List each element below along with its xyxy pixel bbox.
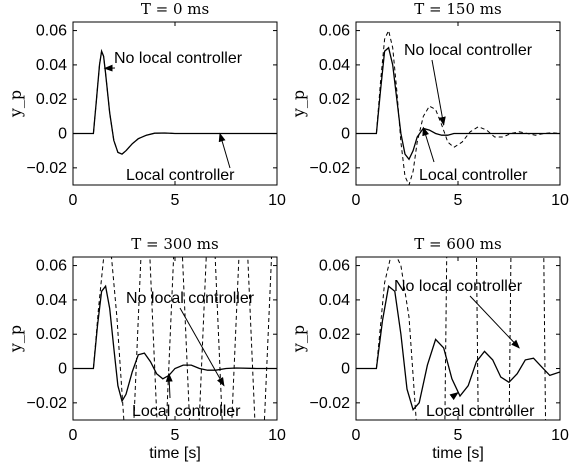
x-axis-label: time [s]: [432, 445, 484, 462]
annotation-arrow: [422, 126, 435, 163]
axes-frame: [72, 256, 278, 421]
y-tick-label: 0.06: [36, 23, 67, 40]
x-axis-label: time [s]: [149, 445, 201, 462]
y-tick-label: 0.04: [36, 57, 67, 74]
y-tick-label: 0.02: [319, 91, 350, 108]
y-tick-label: −0.02: [310, 395, 351, 412]
y-tick-label: 0.02: [36, 91, 67, 108]
annotation-label: No local controller: [404, 42, 533, 59]
y-tick-label: 0.04: [319, 57, 350, 74]
y-axis-label: y_p: [289, 90, 308, 118]
axes-frame: [72, 21, 278, 186]
y-tick-label: 0.06: [319, 258, 350, 275]
y-tick-label: 0: [341, 361, 350, 378]
x-tick-label: 5: [171, 192, 180, 209]
x-tick-label: 0: [352, 427, 361, 444]
y-axis-label: y_p: [6, 325, 25, 353]
y-tick-label: −0.02: [27, 160, 68, 177]
y-tick-label: 0.02: [36, 326, 67, 343]
x-tick-label: 5: [454, 427, 463, 444]
panel-title: T = 300 ms: [131, 235, 218, 253]
x-tick-label: 0: [69, 427, 78, 444]
series-line-local-controller: [73, 48, 277, 155]
y-tick-label: 0.02: [319, 326, 350, 343]
annotation-arrow: [218, 132, 231, 169]
annotation-arrow: [431, 59, 446, 126]
y-tick-label: 0.06: [36, 258, 67, 275]
annotation-arrow: [469, 295, 520, 349]
annotation-label: Local controller: [426, 403, 535, 420]
x-tick-label: 10: [551, 192, 569, 209]
annotation-label: No local controller: [114, 50, 243, 67]
y-axis-label: y_p: [289, 325, 308, 353]
panel-2: 0.060.040.020−0.020 5 10T = 150 msy_pNo lo…: [289, 0, 569, 209]
x-tick-label: 10: [551, 427, 569, 444]
series-line-local-controller: [73, 284, 277, 403]
annotation-label: Local controller: [419, 167, 528, 184]
x-tick-label: 0: [352, 192, 361, 209]
series-line-local-controller: [356, 46, 560, 161]
y-tick-label: −0.02: [310, 160, 351, 177]
panel-1: 0.060.040.020−0.020 5 10T = 0 msy_pNo loca…: [6, 0, 286, 209]
x-tick-label: 5: [171, 427, 180, 444]
annotation-label: Local controller: [132, 403, 241, 420]
annotation-label: No local controller: [126, 290, 255, 307]
annotation-label: No local controller: [394, 278, 523, 295]
annotation-arrow: [179, 307, 225, 387]
annotation-arrow: [449, 391, 459, 401]
x-tick-label: 5: [454, 192, 463, 209]
y-tick-label: 0.04: [36, 292, 67, 309]
y-axis-label: y_p: [6, 90, 25, 118]
x-tick-label: 0: [69, 192, 78, 209]
annotation-arrow: [165, 372, 173, 399]
y-tick-label: 0: [58, 361, 67, 378]
panel-title: T = 0 ms: [141, 0, 209, 18]
y-tick-label: −0.02: [27, 395, 68, 412]
panel-4: 0.060.040.020−0.020 5 10T = 600 msy_ptime …: [289, 235, 569, 462]
panel-title: T = 600 ms: [414, 235, 501, 253]
panel-3: 0.060.040.020−0.020 5 10T = 300 msy_ptime …: [6, 235, 286, 462]
x-tick-label: 10: [268, 427, 286, 444]
x-tick-label: 10: [268, 192, 286, 209]
y-tick-label: 0.04: [319, 292, 350, 309]
y-tick-label: 0.06: [319, 23, 350, 40]
y-tick-label: 0: [341, 126, 350, 143]
y-tick-label: 0: [58, 126, 67, 143]
panel-title: T = 150 ms: [414, 0, 501, 18]
annotation-label: Local controller: [126, 167, 235, 184]
series-line-local-controller: [356, 284, 560, 412]
